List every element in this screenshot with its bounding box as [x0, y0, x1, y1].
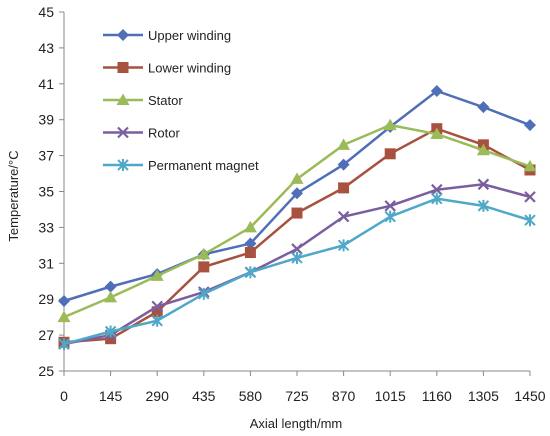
series-3	[58, 178, 536, 350]
data-point	[104, 325, 117, 338]
data-point	[338, 182, 350, 194]
x-tick-label: 0	[60, 388, 68, 404]
data-point	[524, 214, 536, 227]
series-line	[63, 123, 531, 319]
x-tick-label: 435	[192, 388, 216, 404]
y-tick-label: 27	[38, 327, 54, 343]
legend-label: Lower winding	[148, 61, 231, 76]
data-point	[337, 158, 350, 171]
data-point	[431, 192, 443, 205]
y-tick-label: 45	[38, 4, 54, 20]
y-tick-label: 33	[38, 219, 54, 235]
data-point	[243, 220, 257, 233]
data-point	[337, 210, 350, 223]
legend-marker	[116, 93, 130, 105]
legend-marker	[117, 126, 129, 139]
x-tick-labels: 0 145 290 435 580 725 870 1015 1160 1305 1450	[60, 388, 546, 404]
x-tick-label: 1305	[468, 388, 499, 404]
data-point	[104, 290, 118, 303]
x-tick-label: 725	[285, 388, 309, 404]
data-point	[523, 159, 537, 172]
legend-marker	[117, 62, 129, 73]
legend-label: Stator	[148, 93, 183, 108]
legend-item: Permanent magnet	[103, 158, 259, 173]
legend-label: Upper winding	[148, 28, 231, 43]
data-point	[291, 243, 303, 255]
y-axis-title: Temperature/°C	[6, 150, 21, 241]
data-point	[383, 118, 397, 131]
series-line	[63, 127, 531, 344]
data-point	[384, 210, 396, 223]
y-tick-label: 31	[38, 255, 54, 271]
data-point	[244, 266, 257, 279]
data-point	[197, 247, 211, 260]
data-point	[291, 251, 303, 264]
data-point	[384, 200, 396, 212]
data-point	[431, 183, 443, 196]
legend-item: Rotor	[103, 126, 180, 141]
series-2	[57, 118, 537, 323]
data-point	[150, 269, 164, 281]
data-point	[290, 172, 304, 184]
data-point	[384, 148, 396, 160]
x-tick-label: 290	[146, 388, 170, 404]
y-tick-label: 39	[38, 112, 54, 128]
data-point	[58, 294, 70, 307]
data-point	[476, 143, 490, 156]
data-point	[151, 314, 163, 327]
legend: Upper winding Lower winding Stator Rotor Per…	[103, 28, 259, 173]
series-1	[58, 123, 536, 348]
data-point	[430, 84, 443, 97]
y-tick-label: 37	[38, 148, 54, 164]
legend-marker	[117, 29, 129, 41]
series-0	[58, 84, 536, 307]
x-tick-label: 1015	[375, 388, 406, 404]
data-point	[337, 138, 351, 150]
data-point	[151, 300, 163, 313]
data-point	[291, 207, 303, 219]
y-tick-labels: 25 27 29 31 33 35 37 39 41 43 45	[38, 4, 54, 379]
data-point	[291, 187, 303, 200]
data-point	[198, 287, 210, 300]
data-point	[524, 191, 536, 203]
data-point	[477, 178, 490, 191]
series-line	[63, 197, 531, 346]
data-point	[151, 306, 163, 318]
x-tick-label: 580	[239, 388, 263, 404]
series-4	[58, 192, 536, 351]
data-point	[198, 261, 210, 273]
legend-item: Upper winding	[103, 28, 231, 43]
data-point	[244, 237, 257, 250]
series-lines	[57, 84, 537, 351]
legend-marker	[117, 159, 129, 171]
x-axis-title: Axial length/mm	[250, 416, 342, 431]
data-point	[524, 119, 536, 132]
legend-label: Rotor	[148, 126, 180, 141]
data-point	[58, 338, 70, 351]
y-tick-label: 25	[38, 363, 54, 379]
y-tick-label: 41	[38, 76, 54, 92]
y-tick-label: 43	[38, 40, 54, 56]
y-tick-label: 29	[38, 291, 54, 307]
data-point	[104, 280, 117, 293]
x-tick-label: 870	[332, 388, 356, 404]
data-point	[337, 239, 350, 252]
y-tick-label: 35	[38, 184, 54, 200]
data-point	[244, 247, 256, 259]
data-point	[57, 310, 71, 323]
legend-item: Lower winding	[103, 61, 231, 76]
x-tick-label: 1160	[422, 388, 452, 404]
x-tick-label: 145	[99, 388, 123, 404]
data-point	[477, 101, 490, 114]
data-point	[430, 127, 444, 140]
data-point	[105, 333, 117, 345]
data-point	[477, 199, 490, 212]
legend-item: Stator	[103, 93, 183, 108]
x-tick-label: 1450	[514, 388, 545, 404]
legend-label: Permanent magnet	[148, 158, 259, 173]
